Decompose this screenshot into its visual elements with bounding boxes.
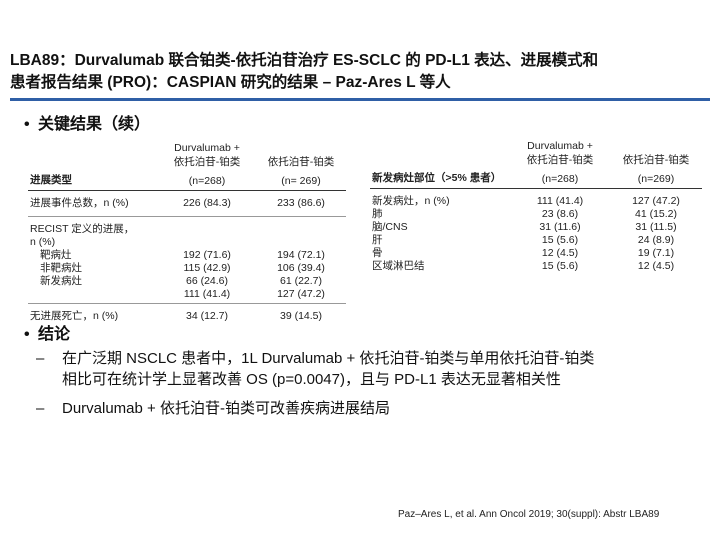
reference-citation: Paz–Ares L, et al. Ann Oncol 2019; 30(su… xyxy=(398,509,660,520)
slide-title: LBA89：Durvalumab 联合铂类-依托泊苷治疗 ES-SCLC 的 P… xyxy=(10,50,710,94)
cell-ep: 12 (4.5) xyxy=(637,260,675,272)
cell-ep: 127 (47.2) xyxy=(632,195,680,207)
conclusion-item-1: – 在广泛期 NSCLC 患者中，1L Durvalumab + 依托泊苷-铂类… xyxy=(36,348,706,392)
title-underline xyxy=(10,98,710,101)
recist-label-line2: n (%) xyxy=(30,236,56,248)
conclusions-heading: • 结论 xyxy=(24,320,70,344)
key-results-heading: • 关键结果（续） xyxy=(24,110,150,134)
row-label: 无进展死亡，n (%) xyxy=(28,303,158,325)
header-ep-n: (n=269) xyxy=(637,173,675,185)
header-ep-line1: 依托泊苷-铂类 xyxy=(622,154,690,166)
row-label: RECIST 定义的进展， n (%) 靶病灶 非靶病灶 新发病灶 xyxy=(28,216,158,304)
row-label: 进展事件总数，n (%) xyxy=(30,197,129,209)
conclusion-text-1: 在广泛期 NSCLC 患者中，1L Durvalumab + 依托泊苷-铂类与单… xyxy=(62,348,594,390)
row-label-group: 新发病灶，n (%) 肺 脑/CNS 肝 骨 区域淋巴结 xyxy=(370,189,510,276)
header-durva-line1: Durvalumab + xyxy=(174,142,240,154)
cell-durva: 15 (5.6) xyxy=(541,260,579,272)
recist-label-line1: RECIST 定义的进展， xyxy=(30,223,135,235)
row-label: 骨 xyxy=(372,247,383,259)
sublabel-new: 新发病灶 xyxy=(40,275,82,287)
cell-durva: 12 (4.5) xyxy=(541,247,579,259)
cell-ep: 31 (11.5) xyxy=(635,221,677,233)
cell-durva: 34 (12.7) xyxy=(158,303,256,325)
header-progression-type: 进展类型 xyxy=(30,174,72,186)
cell-ep: 233 (86.6) xyxy=(277,197,325,209)
conclusion-line: 相比可在统计学上显著改善 OS (p=0.0047)，且与 PD-L1 表达无显… xyxy=(62,371,561,388)
cell-ep: 106 (39.4) xyxy=(277,262,325,274)
cell-ep-group: 194 (72.1) 106 (39.4) 61 (22.7) 127 (47.… xyxy=(256,216,346,304)
sublabel-nontarget: 非靶病灶 xyxy=(40,262,82,274)
header-durva-n: (n=268) xyxy=(541,173,579,185)
table-row: 无进展死亡，n (%) 34 (12.7) 39 (14.5) xyxy=(28,303,346,325)
cell-ep: 127 (47.2) xyxy=(277,288,325,300)
header-ep-arm: 依托泊苷-铂类 (n=269) xyxy=(610,140,702,189)
new-lesion-site-table: 新发病灶部位（>5% 患者） Durvalumab + 依托泊苷-铂类 (n=2… xyxy=(370,140,702,275)
cell-durva: 23 (8.6) xyxy=(541,208,579,220)
row-label: 区域淋巴结 xyxy=(372,260,425,272)
row-label: 新发病灶，n (%) xyxy=(372,195,450,207)
cell-durva: 15 (5.6) xyxy=(541,234,579,246)
row-label: 肺 xyxy=(372,208,383,220)
header-durva-line1: Durvalumab + xyxy=(527,140,593,152)
conclusion-line: 在广泛期 NSCLC 患者中，1L Durvalumab + 依托泊苷-铂类与单… xyxy=(62,350,595,367)
table-row: RECIST 定义的进展， n (%) 靶病灶 非靶病灶 新发病灶 192 (7… xyxy=(28,216,346,304)
title-line-1: LBA89：Durvalumab 联合铂类-依托泊苷治疗 ES-SCLC 的 P… xyxy=(10,52,599,69)
row-label: 肝 xyxy=(372,234,383,246)
conclusions-label: 结论 xyxy=(38,326,71,343)
dash-icon: – xyxy=(36,350,45,367)
header-ep-arm: 依托泊苷-铂类 (n= 269) xyxy=(256,142,346,191)
cell-ep: 39 (14.5) xyxy=(256,303,346,325)
cell-ep: 194 (72.1) xyxy=(277,249,325,261)
cell-durva: 66 (24.6) xyxy=(185,275,229,287)
row-label: 脑/CNS xyxy=(372,221,408,233)
key-results-label: 关键结果（续） xyxy=(38,116,151,133)
dash-icon: – xyxy=(36,400,45,417)
cell-durva: 111 (41.4) xyxy=(536,195,584,207)
cell-ep: 41 (15.2) xyxy=(634,208,678,220)
cell-ep-group: 127 (47.2) 41 (15.2) 31 (11.5) 24 (8.9) … xyxy=(610,189,702,276)
conclusion-text-2: Durvalumab + 依托泊苷-铂类可改善疾病进展结局 xyxy=(62,400,390,417)
cell-ep: 24 (8.9) xyxy=(637,234,675,246)
cell-ep: 61 (22.7) xyxy=(279,275,323,287)
conclusion-item-2: – Durvalumab + 依托泊苷-铂类可改善疾病进展结局 xyxy=(36,398,706,420)
bullet-icon: • xyxy=(24,326,30,343)
table-row: 新发病灶，n (%) 肺 脑/CNS 肝 骨 区域淋巴结 111 (41.4) … xyxy=(370,189,702,276)
header-new-lesion-site: 新发病灶部位（>5% 患者） xyxy=(372,172,502,184)
cell-durva: 115 (42.9) xyxy=(183,262,231,274)
cell-durva: 31 (11.6) xyxy=(539,221,581,233)
header-durvalumab-arm: Durvalumab + 依托泊苷-铂类 (n=268) xyxy=(158,142,256,191)
cell-durva: 111 (41.4) xyxy=(183,288,231,300)
header-durva-line2: 依托泊苷-铂类 xyxy=(526,154,594,166)
header-ep-n: (n= 269) xyxy=(281,175,321,187)
title-line-2: 患者报告结果 (PRO)：CASPIAN 研究的结果 – Paz-Ares L … xyxy=(10,74,451,91)
bullet-icon: • xyxy=(24,116,30,133)
header-ep-line1: 依托泊苷-铂类 xyxy=(267,156,335,168)
cell-ep: 19 (7.1) xyxy=(637,247,675,259)
cell-durva-group: 111 (41.4) 23 (8.6) 31 (11.6) 15 (5.6) 1… xyxy=(510,189,610,276)
table-row: 进展事件总数，n (%) 226 (84.3) 233 (86.6) xyxy=(28,191,346,217)
header-durva-n: (n=268) xyxy=(188,175,226,187)
sublabel-target: 靶病灶 xyxy=(40,249,72,261)
cell-durva: 192 (71.6) xyxy=(183,249,231,261)
header-durvalumab-arm: Durvalumab + 依托泊苷-铂类 (n=268) xyxy=(510,140,610,189)
cell-durva-group: 192 (71.6) 115 (42.9) 66 (24.6) 111 (41.… xyxy=(158,216,256,304)
header-durva-line2: 依托泊苷-铂类 xyxy=(173,156,241,168)
cell-durva: 226 (84.3) xyxy=(183,197,231,209)
progression-type-table: 进展类型 Durvalumab + 依托泊苷-铂类 (n=268) 依托泊苷-铂… xyxy=(28,142,346,325)
